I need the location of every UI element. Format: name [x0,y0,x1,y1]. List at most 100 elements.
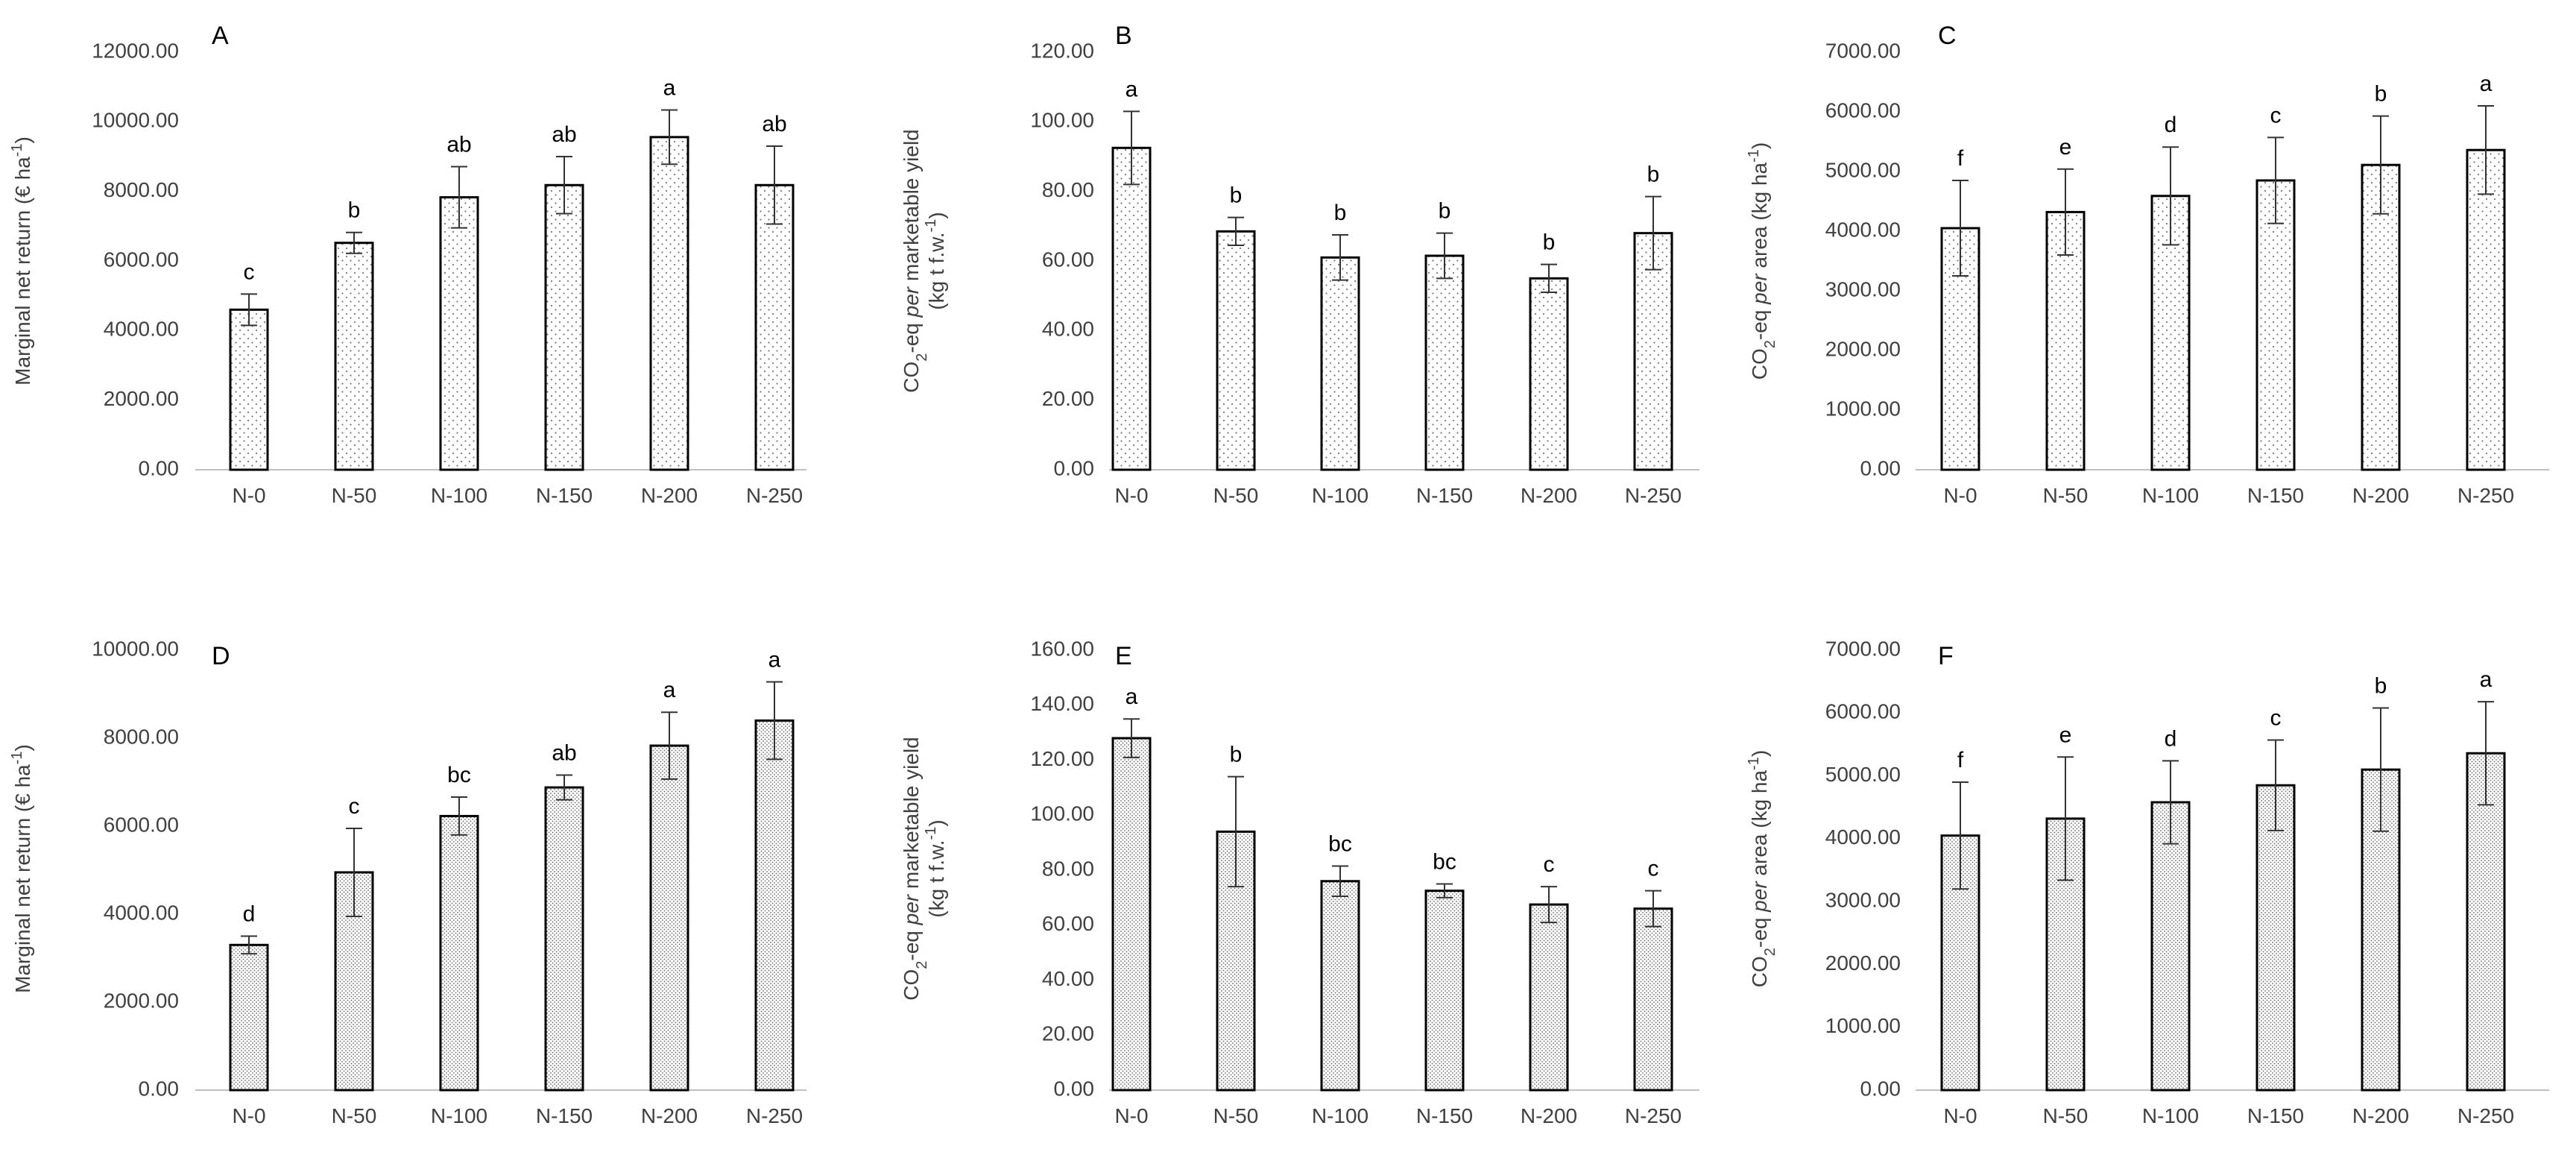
significance-letter: ab [552,741,576,766]
bar [2466,148,2506,471]
significance-letter: bc [1433,849,1456,874]
significance-letter: c [2270,706,2282,731]
significance-letter: a [1126,77,1138,101]
y-tick-label: 8000.00 [104,178,179,201]
x-tick-label: N-0 [1114,484,1148,507]
x-tick-label: N-250 [2457,1104,2514,1127]
x-tick-label: N-250 [746,1104,803,1127]
y-tick-label: 2000.00 [104,387,179,410]
significance-letter: f [1957,748,1964,772]
y-tick-label: 3000.00 [1825,889,1901,912]
bar [2255,179,2296,471]
significance-letter: c [349,794,360,819]
y-tick-label: 2000.00 [104,989,179,1012]
x-tick-label: N-200 [641,484,698,507]
y-tick-label: 100.00 [1030,802,1094,825]
bar [754,183,795,471]
y-tick-label: 2000.00 [1825,337,1901,360]
significance-letter: b [1647,163,1660,187]
significance-letter: e [2059,723,2072,747]
significance-letter: a [1126,684,1138,709]
significance-letter: bc [447,763,471,787]
y-tick-label: 10000.00 [92,637,179,660]
y-tick-label: 80.00 [1042,178,1094,201]
x-tick-label: N-150 [536,1104,593,1127]
x-tick-label: N-200 [1521,1104,1577,1127]
y-tick-label: 60.00 [1042,248,1094,271]
x-tick-label: N-150 [1416,484,1473,507]
y-tick-label: 8000.00 [104,725,179,748]
chart-panel-c: C 0.00 1000.00 2000.00 3000.00 4000.00 5000.00… [1746,22,2549,507]
y-tick-label: 0.00 [139,1077,180,1100]
y-tick-label: 40.00 [1042,318,1094,341]
x-tick-label: N-200 [2352,484,2409,507]
x-tick-label: N-0 [232,484,265,507]
panel-label: A [212,22,229,50]
bar [2150,801,2191,1092]
y-tick-label: 6000.00 [104,813,179,836]
y-tick-label: 20.00 [1042,387,1094,410]
y-tick-label: 40.00 [1042,967,1094,990]
y-axis-label-line1: CO2-eq per marketable yield [900,129,930,393]
x-tick-label: N-0 [232,1104,265,1127]
x-tick-label: N-50 [2043,484,2089,507]
bar [1529,903,1569,1092]
y-tick-label: 100.00 [1030,109,1094,132]
significance-letter: b [2375,674,2387,699]
y-tick-label: 20.00 [1042,1022,1094,1045]
y-tick-label: 5000.00 [1825,158,1901,181]
significance-letter: d [243,902,256,927]
y-tick-label: 4000.00 [1825,825,1901,849]
bar [1424,890,1465,1092]
x-tick-label: N-100 [2142,484,2199,507]
x-tick-label: N-100 [431,484,487,507]
significance-letter: c [1648,857,1659,881]
panel-label: C [1938,22,1957,50]
y-tick-label: 1000.00 [1825,1014,1901,1037]
bar [439,196,479,471]
y-tick-label: 7000.00 [1825,39,1901,62]
x-tick-label: N-100 [1312,484,1368,507]
y-tick-label: 6000.00 [1825,98,1901,122]
x-tick-label: N-50 [2043,1104,2089,1127]
x-tick-label: N-50 [1213,484,1259,507]
significance-letter: a [768,647,781,672]
significance-letter: b [1230,743,1243,767]
significance-letter: a [2480,72,2493,96]
bar [2255,784,2296,1092]
chart-panel-a: A 0.00 2000.00 4000.00 6000.00 8000.00 10000.0… [9,22,806,507]
y-tick-label: 12000.00 [92,39,179,62]
bar [439,814,479,1092]
bar [1633,907,1673,1092]
y-axis-label-line2: (kg t f.w.-1) [923,819,948,917]
significance-letter: c [2270,103,2282,128]
x-tick-label: N-150 [536,484,593,507]
significance-letter: ab [552,122,576,147]
x-tick-label: N-250 [746,484,803,507]
x-tick-label: N-100 [2142,1104,2199,1127]
x-tick-label: N-200 [641,1104,698,1127]
y-tick-label: 6000.00 [104,248,179,271]
y-tick-label: 0.00 [1054,1077,1095,1100]
bar [1111,146,1152,471]
y-tick-label: 3000.00 [1825,277,1901,300]
y-tick-label: 10000.00 [92,109,179,132]
significance-letter: b [348,198,361,223]
significance-letter: b [1543,230,1556,255]
y-axis-label-line2: (kg t f.w.-1) [923,212,948,309]
bar [229,308,269,471]
bar [1633,232,1673,471]
x-tick-label: N-100 [431,1104,487,1127]
x-tick-label: N-150 [2247,1104,2304,1127]
significance-letter: c [1544,852,1555,877]
bar [649,136,689,471]
y-tick-label: 2000.00 [1825,951,1901,975]
significance-letter: ab [446,133,471,157]
y-tick-label: 1000.00 [1825,397,1901,420]
x-tick-label: N-50 [332,1104,377,1127]
significance-letter: b [1439,199,1451,224]
x-tick-label: N-200 [1521,484,1577,507]
bar [1320,256,1360,471]
x-tick-label: N-0 [1943,1104,1977,1127]
